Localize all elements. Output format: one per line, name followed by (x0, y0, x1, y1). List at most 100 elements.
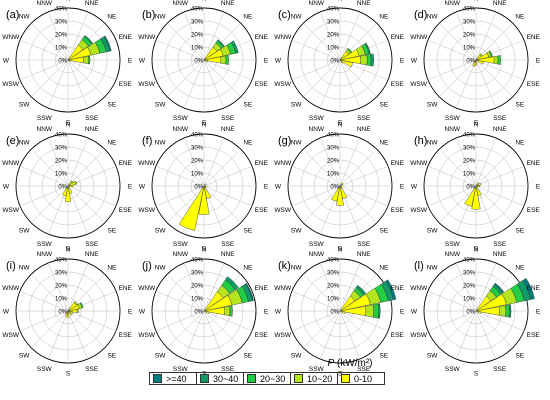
direction-label: WSW (274, 207, 291, 214)
direction-label: NE (107, 265, 117, 272)
legend-swatch (294, 374, 303, 383)
direction-label: WSW (138, 207, 155, 214)
direction-label: NE (515, 140, 525, 147)
rose-spoke (475, 262, 497, 312)
direction-label: E (264, 58, 269, 65)
direction-label: NNW (445, 126, 461, 133)
rose-spoke (339, 310, 389, 332)
direction-label: NW (291, 140, 303, 147)
direction-label: NNE (357, 126, 371, 133)
rose-spoke (339, 310, 377, 348)
direction-label: SW (19, 227, 30, 234)
rose-spoke (67, 185, 105, 223)
rose-spoke (291, 290, 341, 312)
direction-label: W (411, 184, 418, 191)
rose-spoke (31, 59, 69, 97)
rose-spoke (475, 23, 513, 61)
rose-spoke (439, 149, 477, 187)
direction-label: WSW (410, 332, 427, 339)
rose-petal-segment (73, 301, 78, 306)
wind-rose-panel: 0%10%20%30%40%NNNENEENEEESESESSESSSWSWWS… (274, 122, 405, 253)
rose-spoke (303, 185, 341, 223)
rose-spoke (67, 59, 117, 81)
rose-spoke (427, 59, 477, 81)
wind-rose-panel: 0%10%20%30%40%NNNENEENEEESESESSESSSWSWWS… (410, 247, 541, 378)
rose-petal-segment (336, 185, 344, 206)
radial-tick-label: 10% (463, 172, 476, 178)
direction-label: NNW (173, 0, 189, 7)
rose-petal-segment (493, 55, 499, 65)
rose-petal-segment (505, 304, 511, 318)
rose-petal-segment (229, 305, 233, 317)
direction-label: SSW (309, 366, 325, 373)
rose-spoke (31, 310, 69, 348)
direction-label: SSW (37, 115, 53, 122)
rose-spoke (339, 11, 361, 61)
direction-label: NNW (445, 0, 461, 7)
rose-spoke (31, 185, 69, 223)
radial-tick-label: 40% (191, 7, 204, 13)
rose-spoke (439, 274, 477, 312)
direction-label: NNE (357, 0, 371, 7)
panel-label: (a) (6, 9, 19, 21)
rose-spoke (203, 310, 253, 332)
direction-label: SSE (85, 115, 99, 122)
legend-title-symbol: P (327, 358, 335, 369)
direction-label: WSW (2, 81, 19, 88)
radial-tick-label: 0% (194, 310, 203, 316)
rose-spoke (167, 23, 205, 61)
direction-label: SSE (85, 241, 99, 248)
wind-rose-panel: 0%10%20%30%40%NNNENEENEEESESESSESSSWSWWS… (410, 0, 541, 127)
radial-tick-label: 30% (327, 20, 340, 26)
direction-label: S (338, 371, 343, 378)
direction-label: W (275, 58, 282, 65)
direction-label: ENE (527, 160, 541, 167)
direction-label: WSW (138, 81, 155, 88)
direction-label: WNW (138, 160, 156, 167)
direction-label: ENE (391, 160, 405, 167)
direction-label: ESE (119, 81, 133, 88)
direction-label: ESE (119, 332, 133, 339)
legend-item: 10~20 (290, 372, 338, 385)
direction-label: W (275, 184, 282, 191)
radial-tick-label: 20% (55, 33, 68, 39)
direction-label: WNW (2, 34, 20, 41)
direction-label: SSE (357, 241, 371, 248)
direction-label: ESE (527, 207, 541, 214)
direction-label: NE (243, 14, 253, 21)
direction-label: SW (427, 101, 438, 108)
direction-label: ENE (527, 34, 541, 41)
rose-petal-segment (203, 59, 209, 63)
rose-spoke (339, 137, 361, 187)
rose-spoke (183, 137, 205, 187)
radial-tick-label: 30% (191, 20, 204, 26)
direction-label: NW (427, 140, 439, 147)
radial-tick-label: 20% (327, 159, 340, 165)
direction-label: SSE (493, 241, 507, 248)
wind-rose-panel: 0%10%20%30%40%NNNENEENEEESESESSESSSWSWWS… (2, 247, 133, 378)
direction-label: NW (291, 265, 303, 272)
radial-tick-label: 30% (191, 271, 204, 277)
rose-petal-segment (225, 55, 229, 65)
rose-petal-segment (365, 304, 375, 318)
rose-spoke (319, 59, 341, 109)
direction-label: NNW (173, 126, 189, 133)
rose-spoke (303, 149, 341, 187)
direction-label: ENE (255, 285, 269, 292)
rose-petal-segment (64, 310, 69, 317)
rose-petal-segment (88, 55, 91, 65)
rose-petal-segment (224, 276, 239, 291)
rose-spoke (427, 39, 477, 61)
rose-spoke (203, 59, 241, 97)
wind-rose-panel: 0%10%20%30%40%NNNENEENEEESESESSESSSWSWWS… (410, 122, 541, 253)
direction-label: SE (244, 101, 253, 108)
direction-label: N (202, 247, 207, 254)
radial-tick-label: 0% (330, 59, 339, 65)
rose-spoke (67, 137, 89, 187)
legend: P (kW/m²) >=40 30~40 20~30 10~20 0-10 (149, 358, 385, 385)
rose-spoke (67, 310, 117, 332)
wind-rose-panel: 0%10%20%30%40%NNNENEENEEESESESSESSSWSWWS… (138, 247, 269, 378)
radial-tick-label: 40% (55, 7, 68, 13)
direction-label: WNW (138, 34, 156, 41)
direction-label: NW (155, 265, 167, 272)
